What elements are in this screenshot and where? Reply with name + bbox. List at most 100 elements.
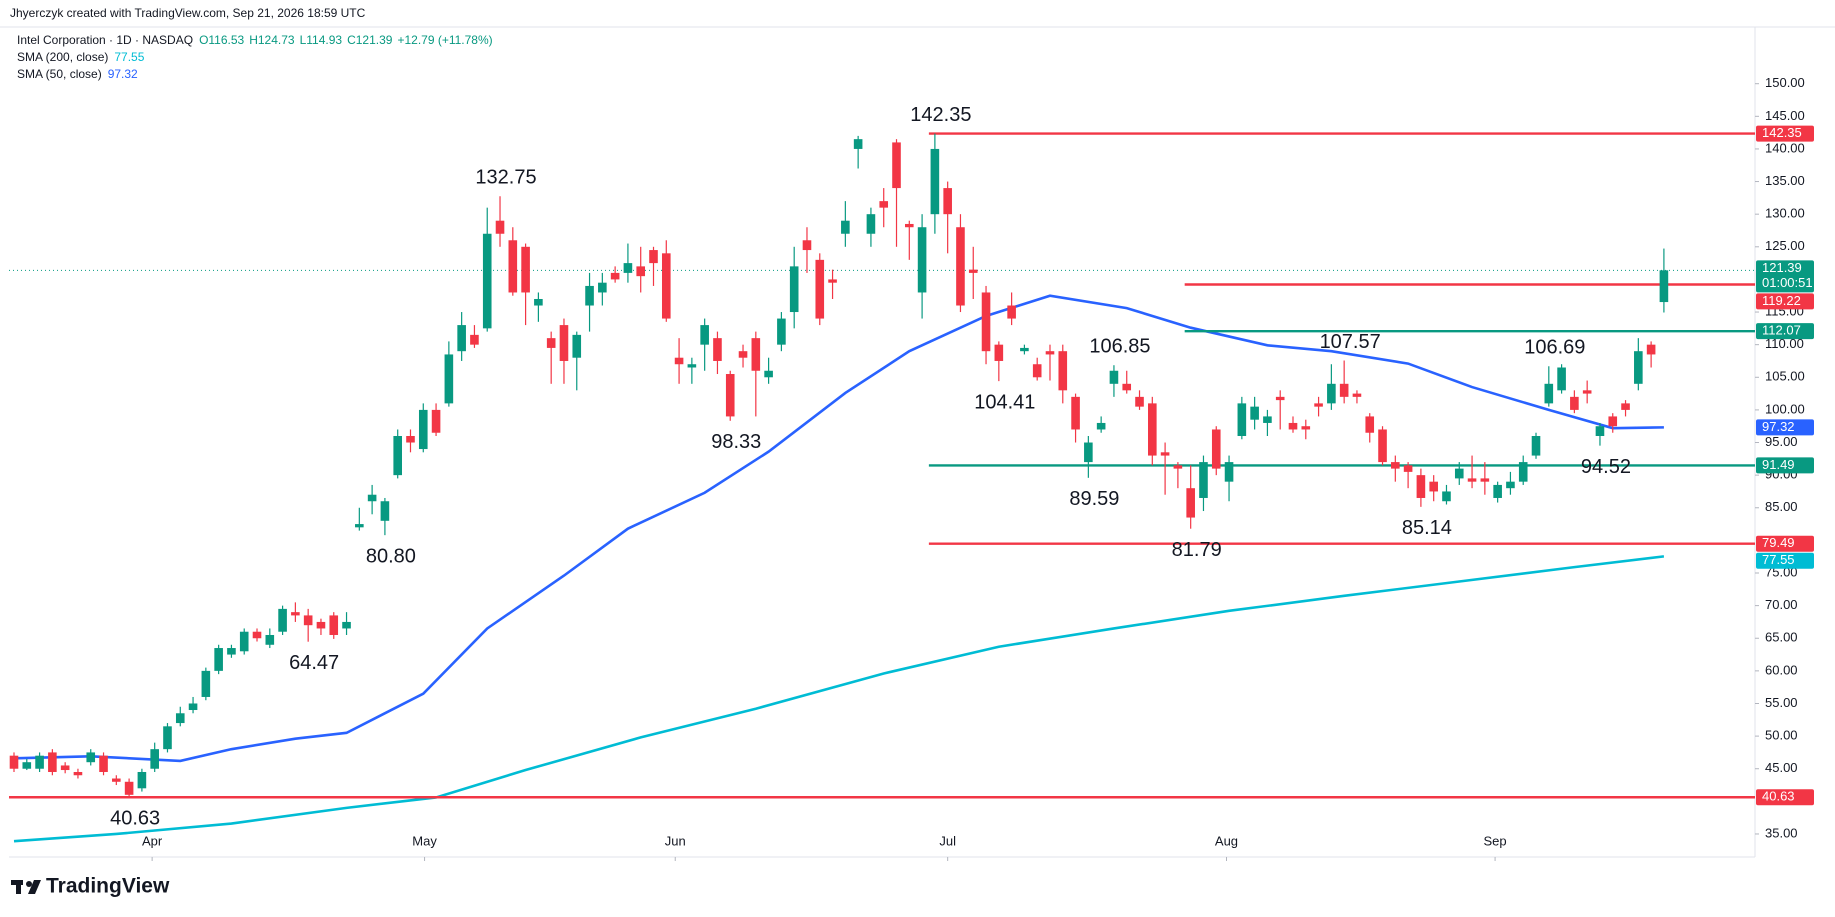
candle-body <box>124 781 134 795</box>
candle-body <box>1531 435 1541 456</box>
candle-body <box>1621 403 1630 410</box>
candle-body <box>610 272 620 280</box>
candle-body <box>981 292 991 352</box>
y-tick-label: 105.00 <box>1765 369 1805 384</box>
price-annotation: 81.79 <box>1172 539 1222 561</box>
x-tick-label: Sep <box>1484 833 1507 848</box>
price-annotation: 40.63 <box>110 808 160 830</box>
candle-body <box>1570 396 1579 410</box>
price-annotation: 64.47 <box>289 652 339 674</box>
price-label-box <box>1756 419 1814 436</box>
candle-body <box>1582 390 1592 394</box>
candle-body <box>1122 383 1132 391</box>
x-tick-label: Apr <box>142 833 163 848</box>
y-tick-label: 50.00 <box>1765 728 1798 743</box>
candle-body <box>380 501 390 521</box>
candle-body <box>227 648 236 655</box>
candle-body <box>1518 462 1528 482</box>
candle-body <box>1096 422 1106 430</box>
candle-body <box>866 214 876 234</box>
price-label: 142.35 <box>1762 125 1802 140</box>
candle-body <box>1263 416 1272 423</box>
candle-body <box>342 621 351 629</box>
credit: Jhyerczyk created with TradingView.com, … <box>10 6 366 20</box>
candle-body <box>1442 491 1451 502</box>
candle-body <box>815 259 825 319</box>
y-tick-label: 110.00 <box>1765 336 1804 351</box>
candle-body <box>457 325 466 352</box>
x-tick-label: Jun <box>665 833 686 848</box>
candle-body <box>495 220 505 234</box>
indicator-name: SMA (50, close) <box>17 67 102 81</box>
candle-body <box>841 220 850 234</box>
candle-body <box>1032 364 1042 378</box>
x-tick-label: Aug <box>1215 833 1238 848</box>
candle-body <box>1493 484 1502 498</box>
candle-body <box>265 634 275 645</box>
candle-body <box>1160 452 1170 456</box>
indicator-value: 97.32 <box>108 67 138 81</box>
symbol: Intel Corporation · 1D · NASDAQ <box>17 33 193 47</box>
candle-body <box>188 703 198 711</box>
candle-body <box>764 370 773 378</box>
candle-body <box>303 615 313 626</box>
y-tick-label: 70.00 <box>1765 597 1798 612</box>
candle-body <box>1467 478 1477 482</box>
ohlc-value: H124.73 <box>249 33 295 47</box>
y-tick-label: 45.00 <box>1765 760 1798 775</box>
candle-body <box>1288 422 1298 430</box>
price-annotation: 98.33 <box>711 431 761 453</box>
price-annotation: 94.52 <box>1581 456 1631 478</box>
candle-body <box>329 615 339 635</box>
price-label-box <box>1756 789 1814 806</box>
candle-body <box>163 726 172 750</box>
price-label: 79.49 <box>1762 535 1795 550</box>
brand-logo: TradingView <box>11 875 170 898</box>
candle-body <box>406 435 415 443</box>
candle-body <box>1199 462 1208 498</box>
candle-body <box>73 771 83 776</box>
y-tick-label: 145.00 <box>1765 108 1805 123</box>
ohlc-value: +12.79 (+11.78%) <box>397 33 492 47</box>
candle-body <box>418 409 428 450</box>
y-tick-label: 35.00 <box>1765 825 1798 840</box>
sma-line <box>13 294 1664 763</box>
candle-body <box>1314 403 1323 407</box>
candle-body <box>559 325 569 361</box>
candle-body <box>598 282 607 293</box>
candle-body <box>700 325 709 345</box>
candle-body <box>508 240 518 293</box>
y-tick-label: 55.00 <box>1765 695 1798 710</box>
candle-body <box>9 755 19 769</box>
y-tick-label: 65.00 <box>1765 630 1798 645</box>
candle-body <box>892 142 901 189</box>
candle-body <box>956 227 965 306</box>
candle-body <box>1224 462 1234 482</box>
candle-body <box>777 318 786 345</box>
candle-body <box>1544 383 1554 404</box>
price-annotation: 106.85 <box>1089 335 1150 357</box>
candle-body <box>853 139 863 149</box>
candle-body <box>48 752 57 772</box>
price-annotation: 104.41 <box>974 391 1035 413</box>
candle-body <box>1237 403 1247 436</box>
candle-body <box>1173 465 1183 469</box>
candle-body <box>636 266 646 277</box>
price-label-box <box>1756 260 1814 293</box>
price-label: 40.63 <box>1762 789 1795 804</box>
candle-body <box>661 253 671 319</box>
candle-body <box>1352 393 1362 397</box>
candle-body <box>789 266 799 313</box>
brand-name: TradingView <box>46 875 170 898</box>
candle-body <box>649 250 658 264</box>
candle-body <box>585 285 594 306</box>
candle-body <box>99 755 108 772</box>
candle-body <box>930 148 940 215</box>
candle-body <box>137 771 147 789</box>
price-annotation: 80.80 <box>366 545 416 567</box>
price-annotation: 142.35 <box>910 104 971 126</box>
candle-body <box>175 713 185 724</box>
candle-body <box>1211 429 1221 469</box>
candle-body <box>150 749 159 769</box>
